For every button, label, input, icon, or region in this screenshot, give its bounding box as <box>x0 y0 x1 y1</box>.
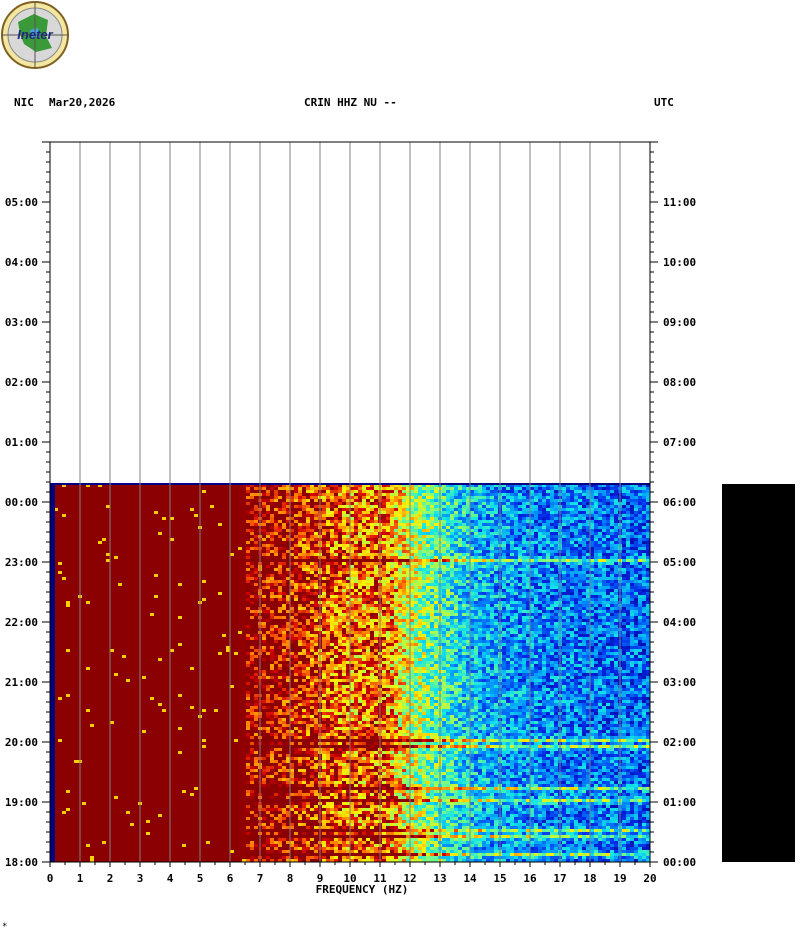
x-tick-label: 19 <box>613 872 626 885</box>
x-tick-label: 14 <box>463 872 477 885</box>
x-tick-label: 1 <box>77 872 84 885</box>
frequency-axis: 0 1 2 3 4 5 6 7 8 9 10 11 12 13 14 15 16 17 18 19 20 <box>47 862 657 885</box>
left-tick-label: 00:00 <box>5 496 38 509</box>
right-tick-label: 06:00 <box>663 496 696 509</box>
left-tick-label: 04:00 <box>5 256 38 269</box>
left-tick-label: 21:00 <box>5 676 38 689</box>
timezone-label: UTC <box>654 96 674 109</box>
x-tick-label: 12 <box>403 872 416 885</box>
x-tick-label: 2 <box>107 872 114 885</box>
left-tick-label: 22:00 <box>5 616 38 629</box>
right-tick-label: 11:00 <box>663 196 696 209</box>
network-label: NIC <box>14 96 34 109</box>
right-tick-label: 01:00 <box>663 796 696 809</box>
left-tick-label: 19:00 <box>5 796 38 809</box>
x-tick-label: 9 <box>317 872 324 885</box>
x-tick-label: 10 <box>343 872 356 885</box>
local-time-axis: 18:00 19:00 20:00 21:00 22:00 23:00 00:00 01:00… <box>5 141 50 869</box>
x-tick-label: 17 <box>553 872 566 885</box>
right-tick-label: 04:00 <box>663 616 696 629</box>
x-tick-label: 3 <box>137 872 144 885</box>
spectrogram-heatmap <box>50 483 650 863</box>
left-tick-label: 20:00 <box>5 736 38 749</box>
right-tick-label: 02:00 <box>663 736 696 749</box>
date-label: Mar20,2026 <box>49 96 116 109</box>
x-tick-label: 7 <box>257 872 264 885</box>
x-tick-label: 20 <box>643 872 656 885</box>
x-tick-label: 5 <box>197 872 204 885</box>
left-tick-label: 03:00 <box>5 316 38 329</box>
right-tick-label: 03:00 <box>663 676 696 689</box>
right-tick-label: 10:00 <box>663 256 696 269</box>
x-tick-label: 8 <box>287 872 294 885</box>
left-tick-label: 18:00 <box>5 856 38 869</box>
x-axis-label: FREQUENCY (HZ) <box>316 883 409 896</box>
logo-text: Ineter <box>17 27 53 42</box>
data-gap-bar <box>722 484 795 862</box>
ineter-globe-icon: Ineter <box>1 1 69 69</box>
x-tick-label: 18 <box>583 872 596 885</box>
right-tick-label: 08:00 <box>663 376 696 389</box>
x-tick-label: 11 <box>373 872 387 885</box>
utc-time-axis: 00:00 01:00 02:00 03:00 04:00 05:00 06:00 07:00… <box>650 141 696 869</box>
x-tick-label: 16 <box>523 872 537 885</box>
footnote: * <box>2 922 8 932</box>
frequency-gridlines <box>79 142 621 862</box>
x-tick-label: 6 <box>227 872 234 885</box>
right-tick-label: 05:00 <box>663 556 696 569</box>
right-tick-label: 09:00 <box>663 316 696 329</box>
right-tick-label: 07:00 <box>663 436 696 449</box>
x-tick-label: 4 <box>167 872 174 885</box>
left-tick-label: 01:00 <box>5 436 38 449</box>
left-tick-label: 05:00 <box>5 196 38 209</box>
x-tick-label: 15 <box>493 872 506 885</box>
x-tick-label: 13 <box>433 872 446 885</box>
x-tick-label: 0 <box>47 872 54 885</box>
left-tick-label: 02:00 <box>5 376 38 389</box>
channel-label: CRIN HHZ NU -- <box>304 96 397 109</box>
left-tick-label: 23:00 <box>5 556 38 569</box>
right-tick-label: 00:00 <box>663 856 696 869</box>
